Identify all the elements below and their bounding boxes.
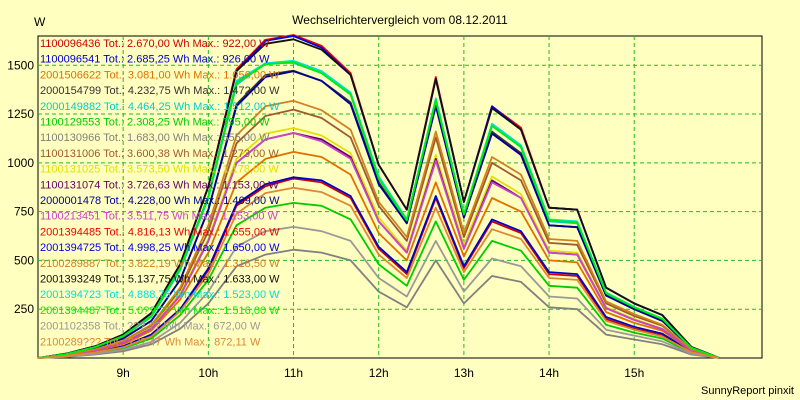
x-tick-label: 11h (284, 366, 303, 380)
series-line-2001394487 (37, 61, 720, 359)
y-tick-label: 1500 (7, 58, 34, 72)
legend-entry: 2001394487 Tot.: 5.0??,?? Wh Max.: 1.516… (40, 305, 280, 317)
y-tick-label: 1250 (7, 107, 34, 121)
legend-entry: 1100130966 Tot.: 1.683,00 Wh Max.: 555,0… (40, 132, 270, 144)
legend-entry: 2000149882 Tot.: 4.464,25 Wh Max.: 1.512… (40, 101, 280, 113)
y-axis-label: W (34, 15, 46, 29)
series-line-1100096541 (37, 176, 720, 359)
series-line-1100129553 (37, 201, 720, 359)
legend-entry: 1100131074 Tot.: 3.726,63 Wh Max.: 1.153… (40, 179, 279, 191)
legend-entry: 1100213451 Tot.: 3.511,75 Wh Max.: 1.153… (40, 211, 278, 223)
x-tick-label: 13h (454, 366, 474, 380)
legend: 1100096436 Tot.: 2.670,00 Wh Max.: 922,0… (40, 38, 280, 348)
y-tick-label: 250 (14, 302, 34, 316)
legend-entry: 2100289887 Tot.: 3.822,19 Wh Max.: 1.318… (40, 258, 280, 270)
x-tick-label: 9h (116, 366, 129, 380)
legend-entry: 2001394485 Tot.: 4.816,13 Wh Max.: 1.655… (40, 226, 280, 238)
legend-entry: 2000154799 Tot.: 4.232,75 Wh Max.: 1.472… (40, 85, 280, 97)
x-tick-label: 15h (624, 366, 644, 380)
legend-entry: 1100131025 Tot.: 3.573,50 Wh Max.: 1.178… (40, 164, 279, 176)
series-line-1100130966 (37, 248, 720, 359)
y-tick-label: 750 (14, 205, 34, 219)
legend-entry: 2001506622 Tot.: 3.081,00 Wh Max.: 1.056… (40, 69, 280, 81)
legend-entry: 1100096541 Tot.: 2.685,25 Wh Max.: 926,0… (40, 54, 270, 66)
series-line-2001393249 (37, 38, 720, 359)
legend-entry: 2001394725 Tot.: 4.998,25 Wh Max.: 1.650… (40, 242, 280, 254)
series-line-2000001478 (37, 70, 720, 359)
plot-area (37, 34, 763, 359)
series-lines (37, 34, 720, 359)
chart-footer: SunnyReport pinxit (701, 385, 794, 397)
chart-title: Wechselrichtervergleich vom 08.12.2011 (292, 13, 508, 27)
series-line-2100289??? (37, 186, 720, 359)
series-line-1100213451 (37, 132, 720, 359)
x-tick-label: 12h (369, 366, 389, 380)
y-tick-label: 1000 (7, 156, 34, 170)
x-tick-label: 14h (539, 366, 559, 380)
series-line-2100289887 (37, 99, 720, 359)
x-tick-label: 10h (198, 366, 218, 380)
legend-entry: 1100129553 Tot.: 2.308,25 Wh Max.: 795,0… (40, 117, 270, 129)
y-tick-label: 500 (14, 253, 34, 267)
x-ticks: 9h 10h 11h 12h 13h 14h 15h (116, 366, 644, 380)
legend-entry: 2001393249 Tot.: 5.137,75 Wh Max.: 1.633… (40, 274, 280, 286)
legend-entry: 1100096436 Tot.: 2.670,00 Wh Max.: 922,0… (40, 38, 270, 50)
series-line-2001102358 (37, 225, 720, 359)
series-line-2001506622 (37, 150, 720, 359)
legend-entry: 2000001478 Tot.: 4.228,00 Wh Max.: 1.469… (40, 195, 280, 207)
legend-entry: 1100131006 Tot.: 3.600,38 Wh Max.: 1.273… (40, 148, 279, 160)
y-ticks: 250 500 750 1000 1250 1500 (7, 58, 34, 316)
legend-entry: 2001394723 Tot.: 4.888,75 Wh Max.: 1.523… (40, 289, 280, 301)
legend-entry: 2001102358 Tot.: ???,?? Wh Max.: 672,00 … (40, 321, 261, 333)
legend-entry: 2100289??? Tot.: ???,47 Wh Max.: 872,11 … (40, 336, 261, 348)
